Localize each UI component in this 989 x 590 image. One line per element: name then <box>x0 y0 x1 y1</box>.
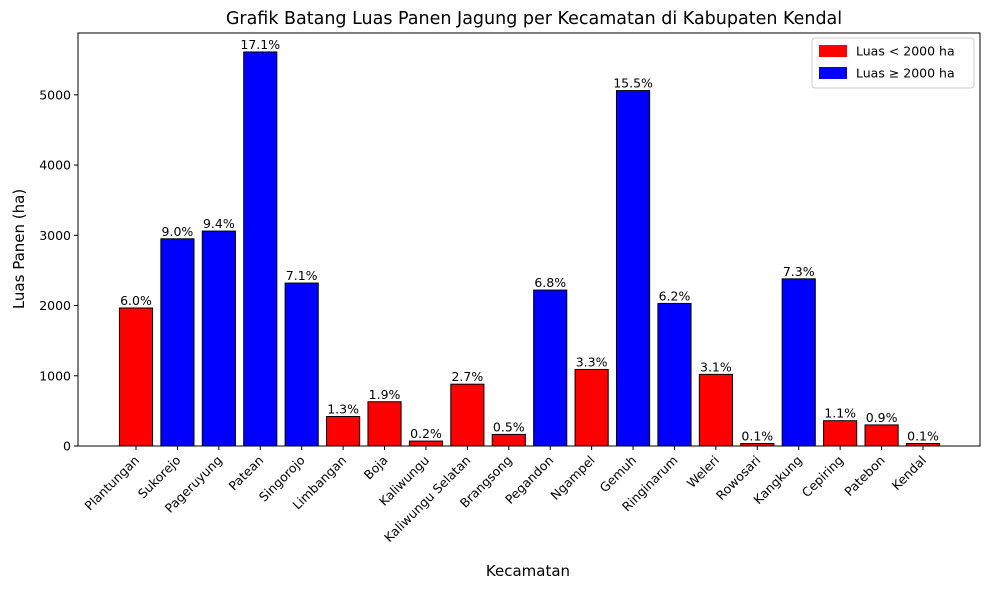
x-tick-label: Kendal <box>889 453 929 493</box>
y-tick-label: 3000 <box>39 228 71 243</box>
legend-swatch <box>819 67 847 79</box>
data-label: 6.2% <box>659 288 691 303</box>
data-label: 9.0% <box>162 224 194 239</box>
y-tick-label: 0 <box>63 439 71 454</box>
bar-ringinarum <box>657 302 692 447</box>
data-label: 15.5% <box>613 76 653 91</box>
bar-patean <box>243 51 278 447</box>
bar-cepiring <box>823 420 858 447</box>
y-tick-label: 1000 <box>39 368 71 383</box>
plot-frame <box>77 32 981 447</box>
bars-group <box>118 51 941 447</box>
bar-boja <box>367 401 402 447</box>
data-label: 1.9% <box>369 387 401 402</box>
bar-kangkung <box>781 278 816 447</box>
x-tick-label: Patebon <box>841 453 887 499</box>
bar-sukorejo <box>160 238 195 447</box>
data-label: 0.5% <box>493 419 525 434</box>
x-tick-label: Boja <box>361 453 391 483</box>
x-tick-label: Cepiring <box>799 453 847 501</box>
y-tick-label: 4000 <box>39 158 71 173</box>
legend-swatch <box>819 45 847 57</box>
bar-brangsong <box>491 433 526 447</box>
legend-label: Luas < 2000 ha <box>856 44 955 59</box>
legend-label: Luas ≥ 2000 ha <box>856 66 955 81</box>
data-label: 0.9% <box>866 410 898 425</box>
plot-area: 6.0% 9.0% 9.4% 17.1% 7.1% 1.3% 1.9% 0.2% 2.7% 0.5… <box>39 32 981 545</box>
bar-pageruyung <box>201 230 236 447</box>
data-label: 0.2% <box>410 426 442 441</box>
legend-box <box>811 37 975 89</box>
y-axis-title: Luas Panen (ha) <box>10 189 28 309</box>
legend: Luas < 2000 ha Luas ≥ 2000 ha <box>811 37 975 89</box>
data-label: 7.3% <box>783 264 815 279</box>
data-label: 0.1% <box>741 429 773 444</box>
x-tick-label: Ngampel <box>547 453 597 503</box>
data-label: 1.1% <box>824 406 856 421</box>
bar-pegandon <box>533 289 568 447</box>
bar-plantungan <box>118 307 154 447</box>
data-label: 6.0% <box>120 293 152 308</box>
y-tick-label: 5000 <box>39 87 71 102</box>
data-label: 7.1% <box>286 268 318 283</box>
x-tick-label: Plantungan <box>81 453 142 514</box>
data-label: 9.4% <box>203 216 235 231</box>
data-labels-group: 6.0% 9.0% 9.4% 17.1% 7.1% 1.3% 1.9% 0.2% 2.7% 0.5… <box>120 37 939 444</box>
data-label: 2.7% <box>451 369 483 384</box>
chart-title: Grafik Batang Luas Panen Jagung per Keca… <box>226 9 842 29</box>
bar-ngampel <box>574 368 609 447</box>
data-label: 17.1% <box>240 37 280 52</box>
bar-kaliwungu <box>408 440 444 447</box>
x-tick-label: Weleri <box>684 453 722 491</box>
data-label: 3.3% <box>576 354 608 369</box>
data-label: 6.8% <box>534 275 566 290</box>
bar-weleri <box>698 373 733 447</box>
bar-patebon <box>864 424 899 447</box>
bar-singorojo <box>284 282 319 447</box>
x-tick-label: Patean <box>226 453 267 494</box>
bar-gemuh <box>615 90 651 447</box>
data-label: 0.1% <box>907 429 939 444</box>
y-axis: 0 1000 2000 3000 4000 5000 <box>39 87 78 454</box>
data-label: 3.1% <box>700 359 732 374</box>
bar-kaliwungu-selatan <box>450 383 485 447</box>
x-axis-title: Kecamatan <box>486 562 570 580</box>
bar-limbangan <box>326 416 361 447</box>
data-label: 1.3% <box>327 402 359 417</box>
y-tick-label: 2000 <box>39 298 71 313</box>
